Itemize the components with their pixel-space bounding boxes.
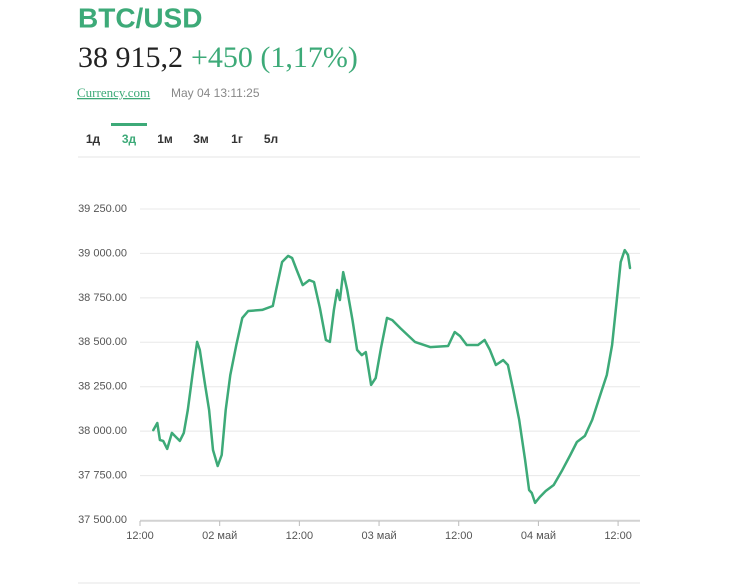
y-tick-label: 38 750.00 xyxy=(78,292,127,304)
active-tab-bar xyxy=(111,123,147,126)
source-link[interactable]: Currency.com xyxy=(77,85,150,100)
timestamp: May 04 13:11:25 xyxy=(171,86,260,100)
price-line xyxy=(152,248,632,505)
price: 38 915,2 xyxy=(78,41,183,74)
change: +450 (1,17%) xyxy=(191,41,358,74)
x-tick-label: 04 май xyxy=(521,530,556,542)
x-tick-label: 12:00 xyxy=(286,530,314,542)
y-tick-label: 39 000.00 xyxy=(78,247,127,259)
pair-title: BTC/USD xyxy=(78,2,202,33)
x-tick-label: 12:00 xyxy=(126,530,154,542)
x-tick-label: 12:00 xyxy=(445,530,473,542)
y-tick-label: 37 750.00 xyxy=(78,469,127,481)
y-tick-label: 38 000.00 xyxy=(78,425,127,437)
x-tick-label: 03 май xyxy=(361,530,396,542)
x-tick-label: 02 май xyxy=(202,530,237,542)
y-tick-label: 38 500.00 xyxy=(78,336,127,348)
range-tab[interactable]: 5л xyxy=(264,132,278,146)
y-tick-label: 39 250.00 xyxy=(78,203,127,215)
range-tab[interactable]: 1м xyxy=(157,132,173,146)
y-tick-label: 38 250.00 xyxy=(78,381,127,393)
price-line: 38 915,2 +450 (1,17%) xyxy=(78,41,358,74)
y-tick-label: 37 500.00 xyxy=(78,514,127,526)
range-tab[interactable]: 3д xyxy=(122,132,137,146)
x-tick-label: 12:00 xyxy=(604,530,632,542)
range-tab[interactable]: 1д xyxy=(86,132,101,146)
range-tab[interactable]: 1г xyxy=(231,132,243,146)
range-tab[interactable]: 3м xyxy=(193,132,209,146)
